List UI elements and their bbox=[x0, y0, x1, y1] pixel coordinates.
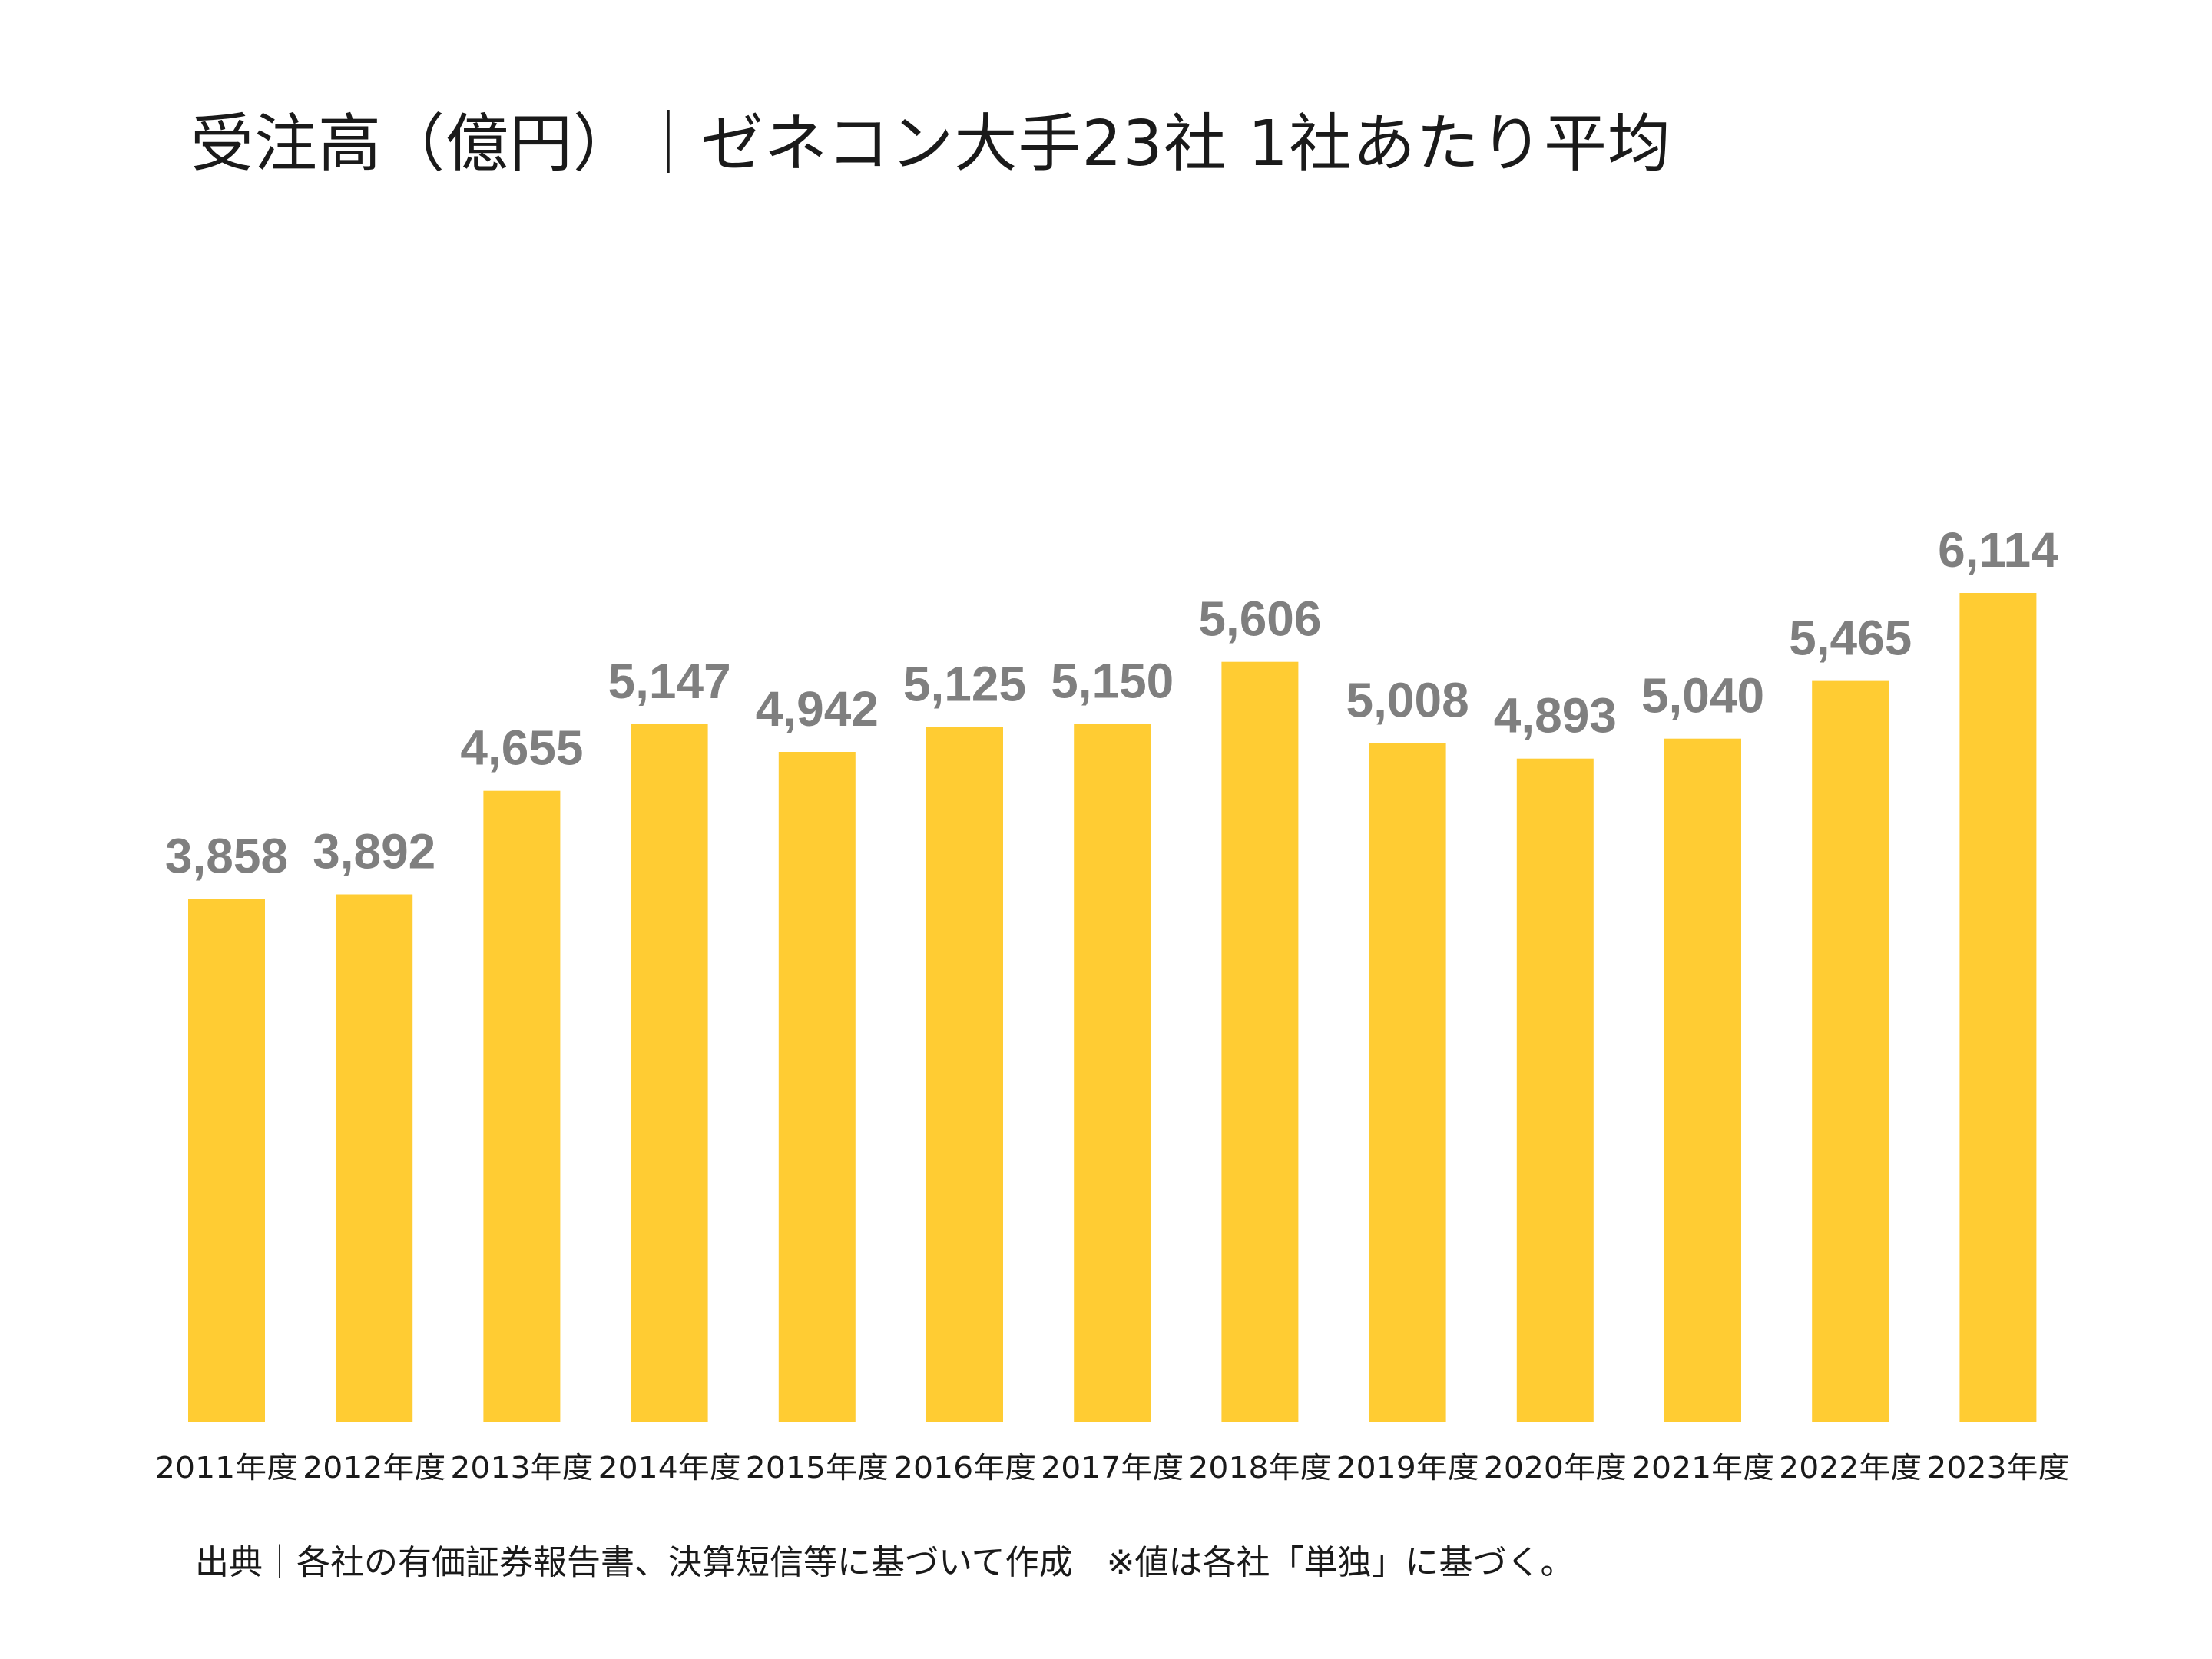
value-label-2017年度: 5,150 bbox=[1051, 653, 1174, 708]
x-tick-label-2022年度: 2022年度 bbox=[1779, 1451, 1922, 1485]
value-label-2019年度: 5,008 bbox=[1346, 672, 1469, 727]
bar-2019年度 bbox=[1369, 743, 1446, 1422]
bar-2018年度 bbox=[1221, 661, 1299, 1422]
bar-2011年度 bbox=[188, 899, 265, 1422]
x-tick-label-2023年度: 2023年度 bbox=[1926, 1451, 2069, 1485]
bar-2014年度 bbox=[631, 724, 708, 1422]
bar-2021年度 bbox=[1664, 738, 1741, 1422]
bar-2013年度 bbox=[483, 790, 561, 1422]
value-label-2018年度: 5,606 bbox=[1198, 591, 1321, 647]
x-tick-label-2014年度: 2014年度 bbox=[598, 1451, 741, 1485]
bar-2020年度 bbox=[1516, 758, 1594, 1422]
value-label-2015年度: 4,942 bbox=[756, 681, 879, 737]
x-tick-label-2012年度: 2012年度 bbox=[303, 1451, 445, 1485]
bar-2016年度 bbox=[926, 727, 1003, 1422]
x-tick-labels-layer: 2011年度 2012年度 2013年度 2014年度 2015年度 2016年度 2017… bbox=[155, 1451, 2069, 1485]
x-tick-label-2021年度: 2021年度 bbox=[1631, 1451, 1774, 1485]
value-label-2020年度: 4,893 bbox=[1494, 688, 1617, 743]
chart-title: 受注高（億円）｜ゼネコン大手23社 1社あたり平均 bbox=[190, 108, 1671, 180]
x-tick-label-2013年度: 2013年度 bbox=[450, 1451, 593, 1485]
value-label-2013年度: 4,655 bbox=[460, 720, 583, 776]
bar-2015年度 bbox=[778, 752, 856, 1422]
value-labels-layer: 3,858 3,892 4,655 5,147 4,942 5,125 5,150 5,606… bbox=[165, 522, 2058, 884]
value-label-2016年度: 5,125 bbox=[903, 657, 1026, 712]
x-tick-label-2015年度: 2015年度 bbox=[746, 1451, 889, 1485]
value-label-2023年度: 6,114 bbox=[1938, 522, 2058, 578]
value-label-2012年度: 3,892 bbox=[313, 824, 435, 879]
x-tick-label-2018年度: 2018年度 bbox=[1188, 1451, 1331, 1485]
x-tick-label-2016年度: 2016年度 bbox=[893, 1451, 1036, 1485]
bars-layer bbox=[188, 593, 2037, 1422]
value-label-2021年度: 5,040 bbox=[1641, 668, 1764, 724]
bar-2017年度 bbox=[1074, 724, 1151, 1422]
value-label-2022年度: 5,465 bbox=[1789, 611, 1912, 666]
x-tick-label-2011年度: 2011年度 bbox=[155, 1451, 298, 1485]
bar-2023年度 bbox=[1959, 593, 2037, 1422]
value-label-2011年度: 3,858 bbox=[165, 829, 288, 884]
x-tick-label-2020年度: 2020年度 bbox=[1484, 1451, 1627, 1485]
bar-2012年度 bbox=[336, 894, 413, 1422]
value-label-2014年度: 5,147 bbox=[608, 654, 731, 709]
source-note: 出典｜各社の有価証券報告書、決算短信等に基づいて作成 ※値は各社「単独」に基づく… bbox=[195, 1543, 1575, 1582]
bar-2022年度 bbox=[1812, 680, 1889, 1422]
x-tick-label-2017年度: 2017年度 bbox=[1041, 1451, 1184, 1485]
x-tick-label-2019年度: 2019年度 bbox=[1336, 1451, 1479, 1485]
